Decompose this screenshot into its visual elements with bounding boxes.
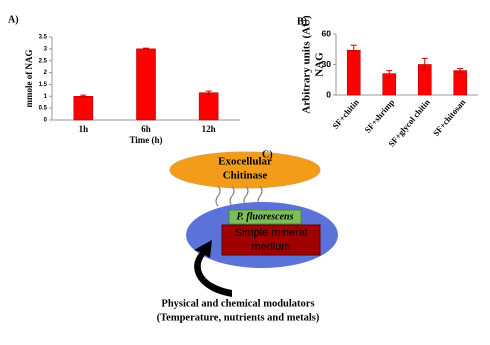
bar [198, 92, 219, 121]
error-bar [421, 57, 428, 72]
medium-box [221, 224, 321, 256]
modulators-label: Physical and chemical modulators [161, 298, 314, 309]
medium-label: Simple mineral [235, 227, 308, 239]
bar [136, 48, 156, 121]
arrow [194, 240, 232, 297]
organism-label: P. fluorescens [236, 211, 293, 222]
bar [346, 49, 361, 96]
enzyme-label: Chitinase [223, 170, 268, 182]
y-tick-label: 0.5 [39, 106, 48, 112]
error-bar [80, 94, 87, 98]
bar [453, 70, 468, 96]
x-tick-label: 1h [79, 124, 89, 134]
error-bar [386, 70, 393, 78]
y-tick-label: 3 [44, 46, 48, 52]
y-tick-label: 3.5 [39, 35, 48, 41]
x-tick-label: SF+shrimp [362, 97, 396, 135]
y-tick-label: 1.5 [39, 82, 48, 88]
modulators-label: (Temperature, nutrients and metals) [157, 312, 320, 323]
x-tick-label: 6h [141, 124, 151, 134]
panel-label: B) [297, 16, 307, 27]
y-tick-label: 1 [44, 94, 48, 100]
bar [73, 95, 94, 121]
enzyme-ellipse [169, 151, 321, 189]
panel-label: C) [262, 149, 273, 160]
error-bar [205, 90, 212, 95]
x-tick-label: SF+chitosan [431, 97, 468, 138]
error-bar [457, 68, 464, 74]
y-tick-label: 2.5 [39, 58, 48, 64]
y-axis-label: NAG [314, 52, 326, 77]
y-axis-label: mmole of NAG [24, 50, 34, 108]
y-tick-label: 0 [44, 118, 48, 124]
enzyme-label: Exocellular [218, 156, 272, 168]
organism-box [228, 209, 302, 225]
y-tick-label: 30 [322, 59, 332, 69]
x-tick-label: SF+chitin [330, 97, 361, 131]
error-bar [350, 44, 357, 56]
y-tick-label: 0 [326, 89, 331, 99]
medium-label: medium [251, 241, 290, 253]
x-axis-label: Time (h) [129, 135, 162, 145]
y-tick-label: 2 [44, 70, 48, 76]
y-tick-label: 60 [322, 28, 332, 38]
panel-label: A) [8, 14, 19, 25]
error-bar [143, 47, 149, 51]
y-axis-label: Arbitrary units (AU) [301, 15, 313, 114]
x-tick-label: 12h [202, 124, 216, 134]
